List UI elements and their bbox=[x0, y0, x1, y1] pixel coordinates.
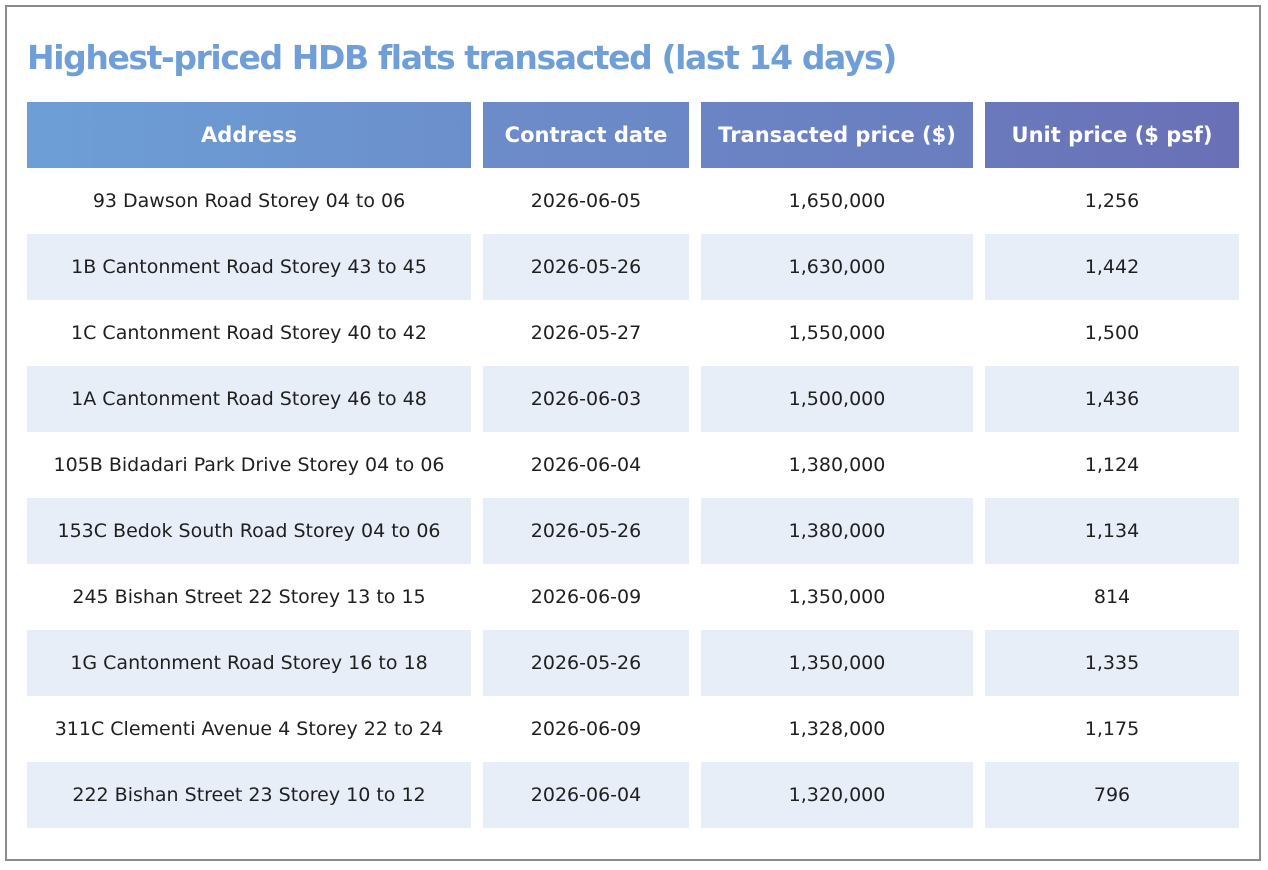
table-cell-transacted-price: 1,380,000 bbox=[788, 454, 886, 476]
table-cell-contract-date: 2026-06-04 bbox=[483, 762, 689, 828]
table-cell-transacted-price: 1,320,000 bbox=[701, 762, 973, 828]
table-cell-unit-price: 1,175 bbox=[1084, 718, 1140, 740]
table-cell-unit-price: 796 bbox=[985, 762, 1239, 828]
table-cell-address: 222 Bishan Street 23 Storey 10 to 12 bbox=[27, 762, 471, 828]
table-cell-unit-price: 1,335 bbox=[985, 630, 1239, 696]
column-header-unit-price: Unit price ($ psf) bbox=[985, 102, 1239, 168]
table-cell-transacted-price: 1,550,000 bbox=[788, 322, 886, 344]
table-cell-address: 153C Bedok South Road Storey 04 to 06 bbox=[27, 498, 471, 564]
column-header-contract-date: Contract date bbox=[483, 102, 689, 168]
table-cell-address: 1G Cantonment Road Storey 16 to 18 bbox=[27, 630, 471, 696]
table-cell-unit-price: 1,124 bbox=[1084, 454, 1140, 476]
table-cell-transacted-price: 1,350,000 bbox=[701, 630, 973, 696]
table-cell-address: 93 Dawson Road Storey 04 to 06 bbox=[92, 190, 406, 212]
table-cell-contract-date: 2026-05-26 bbox=[483, 234, 689, 300]
data-table: Address Contract date Transacted price (… bbox=[27, 102, 1239, 828]
table-cell-unit-price: 1,442 bbox=[985, 234, 1239, 300]
table-cell-transacted-price: 1,650,000 bbox=[788, 190, 886, 212]
table-cell-transacted-price: 1,500,000 bbox=[701, 366, 973, 432]
table-cell-contract-date: 2026-06-03 bbox=[483, 366, 689, 432]
table-cell-unit-price: 1,500 bbox=[1084, 322, 1140, 344]
table-cell-transacted-price: 1,350,000 bbox=[788, 586, 886, 608]
table-cell-contract-date: 2026-05-27 bbox=[530, 322, 642, 344]
table-cell-transacted-price: 1,328,000 bbox=[788, 718, 886, 740]
table-cell-contract-date: 2026-06-09 bbox=[530, 586, 642, 608]
table-cell-contract-date: 2026-06-05 bbox=[530, 190, 642, 212]
table-cell-contract-date: 2026-06-09 bbox=[530, 718, 642, 740]
column-header-address: Address bbox=[27, 102, 471, 168]
table-cell-unit-price: 1,436 bbox=[985, 366, 1239, 432]
table-cell-unit-price: 1,256 bbox=[1084, 190, 1140, 212]
table-cell-address: 311C Clementi Avenue 4 Storey 22 to 24 bbox=[54, 718, 444, 740]
table-cell-contract-date: 2026-05-26 bbox=[483, 498, 689, 564]
table-cell-address: 1C Cantonment Road Storey 40 to 42 bbox=[71, 322, 427, 344]
table-cell-transacted-price: 1,380,000 bbox=[701, 498, 973, 564]
table-cell-address: 105B Bidadari Park Drive Storey 04 to 06 bbox=[53, 454, 445, 476]
column-header-transacted-price: Transacted price ($) bbox=[701, 102, 973, 168]
table-cell-address: 1B Cantonment Road Storey 43 to 45 bbox=[27, 234, 471, 300]
table-cell-unit-price: 1,134 bbox=[985, 498, 1239, 564]
table-cell-address: 1A Cantonment Road Storey 46 to 48 bbox=[27, 366, 471, 432]
table-cell-transacted-price: 1,630,000 bbox=[701, 234, 973, 300]
table-cell-contract-date: 2026-06-04 bbox=[530, 454, 642, 476]
table-cell-unit-price: 814 bbox=[1093, 586, 1131, 608]
table-cell-address: 245 Bishan Street 22 Storey 13 to 15 bbox=[72, 586, 426, 608]
chart-title: Highest-priced HDB flats transacted (las… bbox=[27, 38, 897, 77]
table-cell-contract-date: 2026-05-26 bbox=[483, 630, 689, 696]
